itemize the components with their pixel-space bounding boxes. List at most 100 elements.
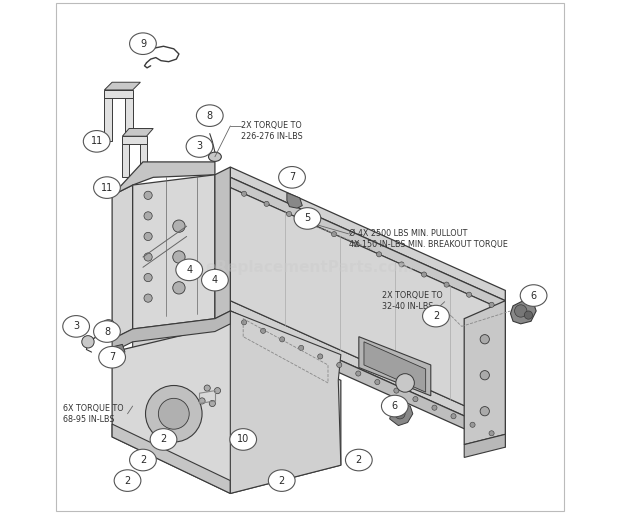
Circle shape [337,362,342,368]
Ellipse shape [230,429,257,450]
Text: 2: 2 [356,455,362,465]
Polygon shape [231,188,505,424]
Circle shape [173,220,185,232]
Ellipse shape [94,177,120,198]
Text: 5: 5 [304,213,311,224]
Polygon shape [112,162,215,195]
Text: 11: 11 [101,182,113,193]
Circle shape [204,385,210,391]
Polygon shape [104,82,140,90]
Ellipse shape [520,285,547,306]
Circle shape [242,191,247,196]
Text: Ø 4X 2500 LBS MIN. PULLOUT
4X 150 IN-LBS MIN. BREAKOUT TORQUE: Ø 4X 2500 LBS MIN. PULLOUT 4X 150 IN-LBS… [348,229,507,249]
Circle shape [515,305,527,317]
Circle shape [470,422,475,427]
Circle shape [173,282,185,294]
Text: 7: 7 [289,172,295,182]
Polygon shape [122,139,128,177]
Text: 3: 3 [197,141,203,152]
Text: 8: 8 [104,326,110,337]
Text: 4: 4 [186,265,192,275]
Circle shape [210,400,215,407]
Ellipse shape [268,470,295,491]
Text: 2: 2 [278,475,285,486]
Polygon shape [359,337,431,396]
Circle shape [451,414,456,419]
Circle shape [242,320,247,325]
Circle shape [354,242,359,247]
Polygon shape [112,185,133,339]
Circle shape [146,386,202,442]
Polygon shape [104,90,133,98]
Ellipse shape [83,131,110,152]
Ellipse shape [345,449,372,471]
Text: 11: 11 [91,136,103,146]
Text: 2: 2 [140,455,146,465]
Text: eReplacementParts.com: eReplacementParts.com [206,260,414,275]
Polygon shape [287,193,303,208]
Text: 8: 8 [206,111,213,121]
Polygon shape [122,136,146,144]
Polygon shape [231,311,341,493]
Polygon shape [140,139,146,177]
Circle shape [466,292,472,297]
Polygon shape [122,128,153,136]
Ellipse shape [99,346,125,368]
Circle shape [82,336,94,348]
Circle shape [395,409,405,419]
Text: 10: 10 [237,434,249,445]
Ellipse shape [202,269,228,291]
Ellipse shape [423,305,450,327]
Polygon shape [464,434,505,457]
Ellipse shape [130,33,156,54]
Circle shape [525,311,533,319]
Circle shape [173,251,185,263]
Circle shape [309,222,314,227]
Circle shape [317,354,323,359]
Polygon shape [390,403,413,426]
Ellipse shape [150,429,177,450]
Ellipse shape [278,167,306,188]
Circle shape [432,405,437,410]
Text: 9: 9 [140,39,146,49]
Ellipse shape [114,470,141,491]
Circle shape [215,388,221,394]
Circle shape [422,272,427,277]
Ellipse shape [186,136,213,157]
Text: 2: 2 [433,311,439,321]
Polygon shape [112,344,125,357]
Circle shape [280,337,285,342]
Circle shape [158,398,189,429]
Ellipse shape [176,259,203,281]
Text: 7: 7 [109,352,115,362]
Circle shape [444,282,449,287]
Polygon shape [231,177,505,311]
Circle shape [144,253,152,261]
Polygon shape [133,311,231,352]
Polygon shape [104,93,112,141]
Circle shape [144,212,152,220]
Circle shape [413,397,418,402]
Circle shape [144,294,152,302]
Polygon shape [364,342,426,392]
Polygon shape [510,301,536,324]
Polygon shape [464,301,505,445]
Text: 6: 6 [531,290,537,301]
Polygon shape [231,311,505,447]
Ellipse shape [294,208,321,229]
Circle shape [394,388,399,393]
Text: 3: 3 [73,321,79,332]
Text: 6X TORQUE TO
68-95 IN-LBS: 6X TORQUE TO 68-95 IN-LBS [63,403,124,424]
Circle shape [199,398,205,404]
Polygon shape [133,175,215,329]
Polygon shape [125,93,133,141]
Text: 2X TORQUE TO
32-40 IN-LBS: 2X TORQUE TO 32-40 IN-LBS [382,290,443,311]
Text: 6: 6 [392,401,398,411]
Ellipse shape [208,152,221,161]
Ellipse shape [94,321,120,342]
Circle shape [332,232,337,237]
Polygon shape [112,324,341,493]
Polygon shape [215,167,231,319]
Polygon shape [231,301,505,434]
Polygon shape [112,424,231,493]
